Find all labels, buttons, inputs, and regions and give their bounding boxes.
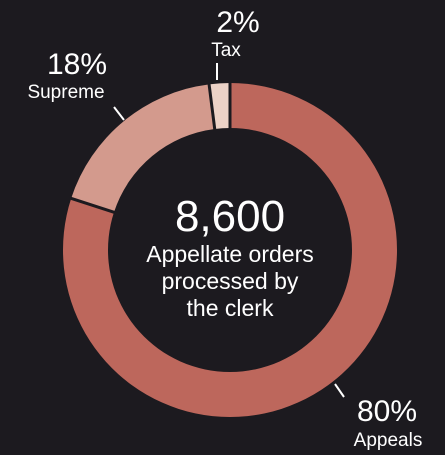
supreme-category-label: Supreme [27, 82, 104, 103]
donut-slices [63, 82, 398, 417]
center-caption-line-2: processed by [162, 268, 299, 294]
slice-separator [69, 196, 116, 215]
slice-label-supreme: 18% Supreme [27, 48, 107, 103]
supreme-percent-label: 18% [47, 48, 107, 81]
appeals-category-label: Appeals [354, 430, 423, 451]
center-caption-line-1: Appellate orders [146, 241, 314, 267]
slice-separator [207, 83, 217, 131]
slice-supreme [71, 84, 215, 213]
tax-category-label: Tax [211, 40, 241, 61]
center-summary: 8,600 Appellate orders processed by the … [146, 192, 314, 321]
appeals-percent-label: 80% [357, 395, 417, 428]
appeals-leader-line [334, 383, 345, 398]
slice-label-tax: 2% Tax [211, 6, 259, 61]
slice-label-appeals: 80% Appeals [354, 395, 423, 451]
leader-lines [113, 63, 345, 398]
tax-percent-label: 2% [216, 6, 259, 39]
center-caption-line-3: the clerk [187, 295, 274, 321]
supreme-leader-line [113, 106, 125, 121]
center-total-value: 8,600 [175, 192, 285, 241]
